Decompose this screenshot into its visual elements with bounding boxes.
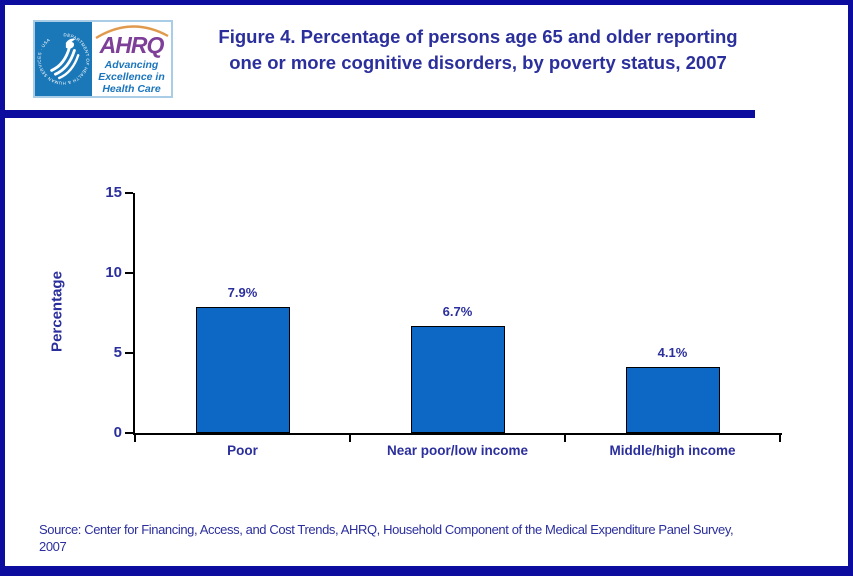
x-tick <box>134 433 136 442</box>
x-category-label: Near poor/low income <box>386 443 529 458</box>
y-tick <box>125 352 133 354</box>
y-tick-label: 10 <box>105 264 122 281</box>
y-tick <box>125 272 133 274</box>
bar-value-label: 6.7% <box>442 303 473 319</box>
ahrq-tagline: Advancing Excellence in Health Care <box>98 59 165 95</box>
bar-value-label: 4.1% <box>657 345 688 361</box>
source-note-line1: Source: Center for Financing, Access, an… <box>39 522 734 537</box>
y-tick-label: 15 <box>105 184 122 201</box>
ahrq-tagline-line: Health Care <box>102 83 161 95</box>
ahrq-logo: AHRQ Advancing Excellence in Health Care <box>92 22 171 96</box>
y-tick-label: 5 <box>113 344 122 361</box>
hhs-eagle-icon: DEPARTMENT OF HEALTH & HUMAN SERVICES · … <box>35 22 92 96</box>
bar <box>195 306 290 433</box>
y-axis-title: Percentage <box>48 271 66 352</box>
y-tick-label: 0 <box>113 424 122 441</box>
y-tick <box>125 432 133 434</box>
bar-value-label: 7.9% <box>227 284 258 300</box>
ahrq-acronym: AHRQ <box>99 32 165 58</box>
figure-title: Figure 4. Percentage of persons age 65 a… <box>178 24 778 76</box>
ahrq-swoosh-icon <box>95 25 169 40</box>
x-category-label: Poor <box>227 443 258 458</box>
x-tick <box>349 433 351 442</box>
x-axis-line <box>133 433 782 435</box>
figure-title-line1: Figure 4. Percentage of persons age 65 a… <box>218 26 738 47</box>
y-axis-line <box>133 193 135 435</box>
ahrq-tagline-line: Advancing <box>104 59 159 71</box>
x-tick <box>564 433 566 442</box>
ahrq-tagline-line: Excellence in <box>98 71 165 83</box>
footer-bar <box>0 566 853 576</box>
header-divider-bar <box>0 110 755 118</box>
bar <box>410 325 505 433</box>
source-note: Source: Center for Financing, Access, an… <box>39 521 829 555</box>
x-category-label: Middle/high income <box>609 443 736 458</box>
figure-title-line2: one or more cognitive disorders, by pove… <box>229 52 727 73</box>
x-tick <box>779 433 781 442</box>
source-note-line2: 2007 <box>39 539 67 554</box>
ahrq-hhs-logo: DEPARTMENT OF HEALTH & HUMAN SERVICES · … <box>33 20 173 98</box>
y-tick <box>125 192 133 194</box>
bar <box>625 367 720 433</box>
